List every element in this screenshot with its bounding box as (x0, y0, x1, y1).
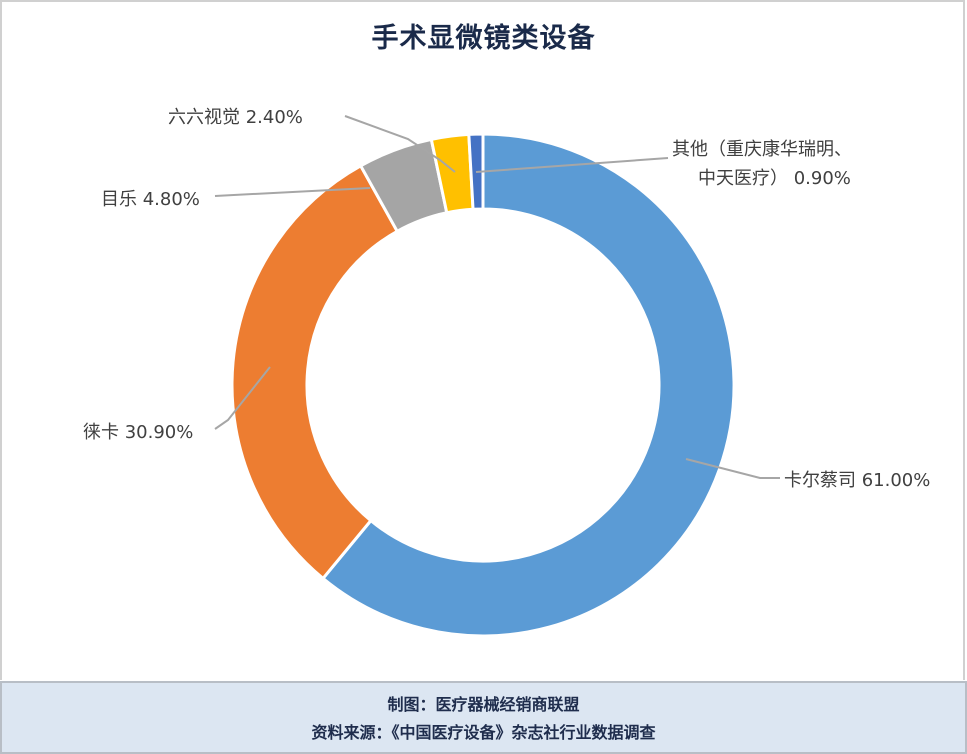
label-other-line2: 中天医疗） 0.90% (698, 168, 851, 189)
donut-chart (214, 115, 780, 638)
label-leica: 徕卡 30.90% (83, 422, 194, 443)
label-other-line1: 其他（重庆康华瑞明、 (672, 139, 852, 160)
leader-line-liuliu (344, 115, 456, 173)
label-liuliu: 六六视觉 2.40% (168, 107, 303, 128)
slice-other (467, 132, 485, 211)
label-zeiss: 卡尔蔡司 61.00% (784, 470, 931, 491)
leader-line-other (475, 157, 669, 173)
leader-line-mule (214, 187, 371, 197)
label-mule: 目乐 4.80% (101, 189, 200, 210)
slice-leica (230, 163, 400, 581)
footer-credit: 制图：医疗器械经销商联盟 (387, 695, 580, 714)
leader-line-leica (214, 366, 271, 430)
footer: 制图：医疗器械经销商联盟 资料来源：《中国医疗设备》杂志社行业数据调查 (0, 681, 967, 754)
leader-line-zeiss (685, 458, 780, 479)
footer-source: 资料来源：《中国医疗设备》杂志社行业数据调查 (311, 723, 656, 742)
chart-title: 手术显微镜类设备 (371, 23, 596, 54)
slice-zeiss (320, 132, 736, 638)
